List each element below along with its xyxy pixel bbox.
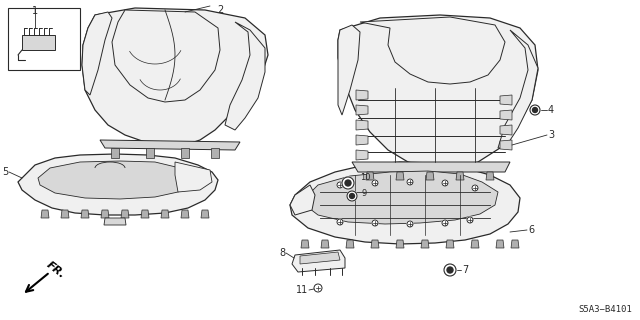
Polygon shape — [446, 240, 454, 248]
Text: FR.: FR. — [45, 259, 67, 280]
Polygon shape — [161, 210, 169, 218]
Text: S5A3−B4101: S5A3−B4101 — [579, 305, 632, 314]
Polygon shape — [338, 25, 360, 115]
Polygon shape — [82, 8, 268, 145]
Polygon shape — [456, 172, 464, 180]
Text: 3: 3 — [548, 130, 554, 140]
Polygon shape — [396, 240, 404, 248]
Polygon shape — [511, 240, 519, 248]
Polygon shape — [101, 210, 109, 218]
Circle shape — [342, 177, 354, 189]
Polygon shape — [181, 210, 189, 218]
Polygon shape — [121, 210, 129, 218]
Polygon shape — [500, 110, 512, 120]
Circle shape — [442, 220, 448, 226]
Polygon shape — [175, 162, 212, 192]
Text: 1: 1 — [32, 6, 38, 16]
Circle shape — [349, 194, 355, 198]
Circle shape — [444, 264, 456, 276]
Circle shape — [337, 182, 343, 188]
Polygon shape — [38, 161, 192, 199]
Polygon shape — [61, 210, 69, 218]
Text: 9: 9 — [362, 189, 367, 198]
Polygon shape — [356, 120, 368, 130]
Circle shape — [372, 180, 378, 186]
Polygon shape — [366, 172, 374, 180]
Text: 4: 4 — [548, 105, 554, 115]
Text: 2: 2 — [217, 5, 223, 15]
Circle shape — [472, 185, 478, 191]
Polygon shape — [146, 148, 154, 158]
Polygon shape — [421, 240, 429, 248]
Polygon shape — [141, 210, 149, 218]
Polygon shape — [338, 15, 538, 168]
Polygon shape — [211, 148, 219, 158]
Polygon shape — [352, 162, 510, 172]
Circle shape — [407, 179, 413, 185]
Text: 11: 11 — [296, 285, 308, 295]
Polygon shape — [41, 210, 49, 218]
Circle shape — [372, 220, 378, 226]
Polygon shape — [356, 135, 368, 145]
Circle shape — [467, 217, 473, 223]
Polygon shape — [486, 172, 494, 180]
Polygon shape — [396, 172, 404, 180]
Polygon shape — [356, 90, 368, 100]
Polygon shape — [201, 210, 209, 218]
Polygon shape — [321, 240, 329, 248]
Polygon shape — [300, 252, 340, 264]
Circle shape — [314, 284, 322, 292]
Polygon shape — [22, 35, 55, 50]
Polygon shape — [356, 105, 368, 115]
Polygon shape — [181, 148, 189, 158]
Text: 10: 10 — [360, 173, 371, 182]
Polygon shape — [356, 150, 368, 160]
Circle shape — [530, 105, 540, 115]
Circle shape — [337, 219, 343, 225]
Polygon shape — [290, 185, 315, 215]
Polygon shape — [225, 22, 265, 130]
Polygon shape — [290, 162, 520, 244]
Text: 6: 6 — [528, 225, 534, 235]
Polygon shape — [360, 17, 505, 84]
Polygon shape — [305, 171, 498, 224]
Polygon shape — [111, 148, 119, 158]
Circle shape — [347, 191, 357, 201]
Polygon shape — [104, 218, 126, 225]
Polygon shape — [81, 210, 89, 218]
Text: 5: 5 — [2, 167, 8, 177]
Polygon shape — [82, 12, 112, 95]
Text: 7: 7 — [462, 265, 468, 275]
Polygon shape — [500, 140, 512, 150]
Polygon shape — [496, 240, 504, 248]
Polygon shape — [18, 154, 218, 215]
Polygon shape — [426, 172, 434, 180]
Polygon shape — [500, 95, 512, 105]
Polygon shape — [8, 8, 80, 70]
Polygon shape — [301, 240, 309, 248]
Circle shape — [532, 108, 538, 113]
Polygon shape — [498, 30, 538, 148]
Polygon shape — [112, 10, 220, 102]
Text: 8: 8 — [279, 248, 285, 258]
Circle shape — [345, 180, 351, 186]
Polygon shape — [346, 240, 354, 248]
Circle shape — [442, 180, 448, 186]
Circle shape — [407, 221, 413, 227]
Polygon shape — [100, 140, 240, 150]
Polygon shape — [471, 240, 479, 248]
Polygon shape — [500, 125, 512, 135]
Polygon shape — [371, 240, 379, 248]
Polygon shape — [292, 250, 345, 272]
Circle shape — [447, 267, 453, 273]
